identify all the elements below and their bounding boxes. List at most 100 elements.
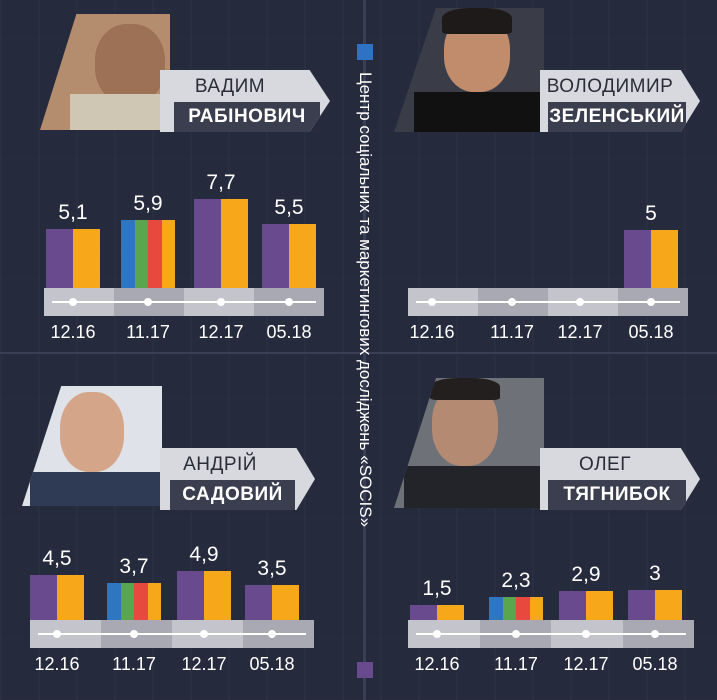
- bar-segment: [161, 220, 175, 288]
- timeline-dot: [647, 298, 655, 306]
- nameplate-zelenskyi: ВОЛОДИМИР ЗЕЛЕНСЬКИЙ: [540, 70, 700, 132]
- vertical-divider: [363, 0, 366, 700]
- timeline-dot: [217, 298, 225, 306]
- x-tick-label: 12.16: [34, 654, 80, 674]
- x-tick-label: 05.18: [632, 654, 678, 674]
- source-title: Центр соціальних та маркетингових дослід…: [353, 72, 377, 632]
- timeline-track: [44, 288, 324, 316]
- bar-segment: [57, 575, 84, 620]
- candidate-first-name: АНДРІЙ: [183, 454, 257, 475]
- bar-segment: [121, 220, 135, 288]
- nameplate-tiahnybok: ОЛЕГ ТЯГНИБОК: [540, 448, 700, 510]
- bar-segment: [134, 220, 148, 288]
- candidate-last-name: САДОВИЙ: [170, 480, 295, 510]
- timeline-dot: [268, 630, 276, 638]
- x-tick-label: 05.18: [266, 322, 312, 342]
- bar-value-label: 7,7: [206, 171, 236, 194]
- timeline-dot: [651, 630, 659, 638]
- bar-segment: [624, 230, 651, 288]
- bar-segment: [489, 597, 503, 620]
- bar-value-label: 5,1: [58, 201, 88, 224]
- bar-segment: [586, 591, 613, 620]
- x-tick-label: 05.18: [628, 322, 674, 342]
- timeline-line: [52, 301, 316, 303]
- bar-value-label: 3,7: [119, 555, 149, 578]
- x-tick-label: 11.17: [126, 322, 170, 342]
- bar-segment: [628, 590, 655, 620]
- timeline-dot: [53, 630, 61, 638]
- x-tick-label: 05.18: [249, 654, 295, 674]
- legend-square-blue: [357, 44, 373, 60]
- timeline-line: [416, 633, 686, 635]
- bar-value-label: 2,3: [501, 569, 531, 592]
- x-tick-label: 12.17: [563, 654, 609, 674]
- timeline-track: [30, 620, 314, 648]
- bar-value-label: 4,5: [42, 547, 72, 570]
- x-tick-label: 12.17: [181, 654, 227, 674]
- timeline-dot: [200, 630, 208, 638]
- timeline-dot: [433, 630, 441, 638]
- timeline-track: [408, 288, 688, 316]
- candidate-last-name: ЗЕЛЕНСЬКИЙ: [548, 102, 686, 132]
- bar-segment: [272, 585, 299, 620]
- x-tick-label: 12.17: [198, 322, 244, 342]
- timeline-line: [416, 301, 680, 303]
- x-tick-label: 12.16: [409, 322, 455, 342]
- bar-segment: [194, 199, 221, 288]
- bar-value-label: 5,5: [274, 196, 304, 219]
- bar-value-label: 2,9: [571, 563, 601, 586]
- bar-segment: [204, 571, 231, 620]
- bar-segment: [120, 583, 134, 620]
- x-tick-label: 12.16: [414, 654, 460, 674]
- bar-value-label: 4,9: [189, 543, 219, 566]
- bar-value-label: 3: [649, 562, 661, 585]
- nameplate-sadovyi: АНДРІЙ САДОВИЙ: [160, 448, 315, 510]
- bar-segment: [148, 220, 162, 288]
- bar-segment: [502, 597, 516, 620]
- bar-segment: [30, 575, 57, 620]
- x-tick-label: 11.17: [112, 654, 156, 674]
- bar-segment: [289, 224, 316, 288]
- timeline-dot: [144, 298, 152, 306]
- x-tick-label: 12.17: [557, 322, 603, 342]
- timeline-dot: [582, 630, 590, 638]
- timeline-dot: [576, 298, 584, 306]
- candidate-first-name: ВАДИМ: [194, 76, 266, 97]
- bar-segment: [73, 229, 100, 288]
- bar-segment: [529, 597, 543, 620]
- x-tick-label: 12.16: [50, 322, 96, 342]
- legend-square-purple: [357, 662, 373, 678]
- bar-value-label: 1,5: [422, 577, 452, 600]
- nameplate-rabinovych: ВАДИМ РАБІНОВИЧ: [160, 70, 330, 132]
- x-tick-label: 11.17: [490, 322, 534, 342]
- horizontal-divider: [0, 352, 717, 354]
- timeline-dot: [508, 298, 516, 306]
- timeline-dot: [285, 298, 293, 306]
- bar-value-label: 5: [645, 202, 657, 225]
- bar-segment: [147, 583, 161, 620]
- candidate-last-name: РАБІНОВИЧ: [174, 102, 320, 132]
- bar-segment: [410, 605, 437, 620]
- candidate-photo-rabinovych: [40, 14, 170, 130]
- timeline-dot: [512, 630, 520, 638]
- bar-segment: [437, 605, 464, 620]
- bar-segment: [221, 199, 248, 288]
- bar-segment: [245, 585, 272, 620]
- timeline-line: [38, 633, 306, 635]
- candidate-last-name: ТЯГНИБОК: [548, 480, 686, 510]
- timeline-dot: [69, 298, 77, 306]
- bar-segment: [651, 230, 678, 288]
- bar-segment: [559, 591, 586, 620]
- bar-segment: [177, 571, 204, 620]
- bar-segment: [516, 597, 530, 620]
- bar-segment: [107, 583, 121, 620]
- candidate-first-name: ОЛЕГ: [579, 454, 631, 475]
- bar-segment: [262, 224, 289, 288]
- bar-value-label: 3,5: [257, 557, 287, 580]
- timeline-dot: [130, 630, 138, 638]
- source-title-text: Центр соціальних та маркетингових дослід…: [356, 72, 375, 528]
- timeline-dot: [428, 298, 436, 306]
- timeline-track: [408, 620, 694, 648]
- bar-segment: [655, 590, 682, 620]
- x-tick-label: 11.17: [494, 654, 538, 674]
